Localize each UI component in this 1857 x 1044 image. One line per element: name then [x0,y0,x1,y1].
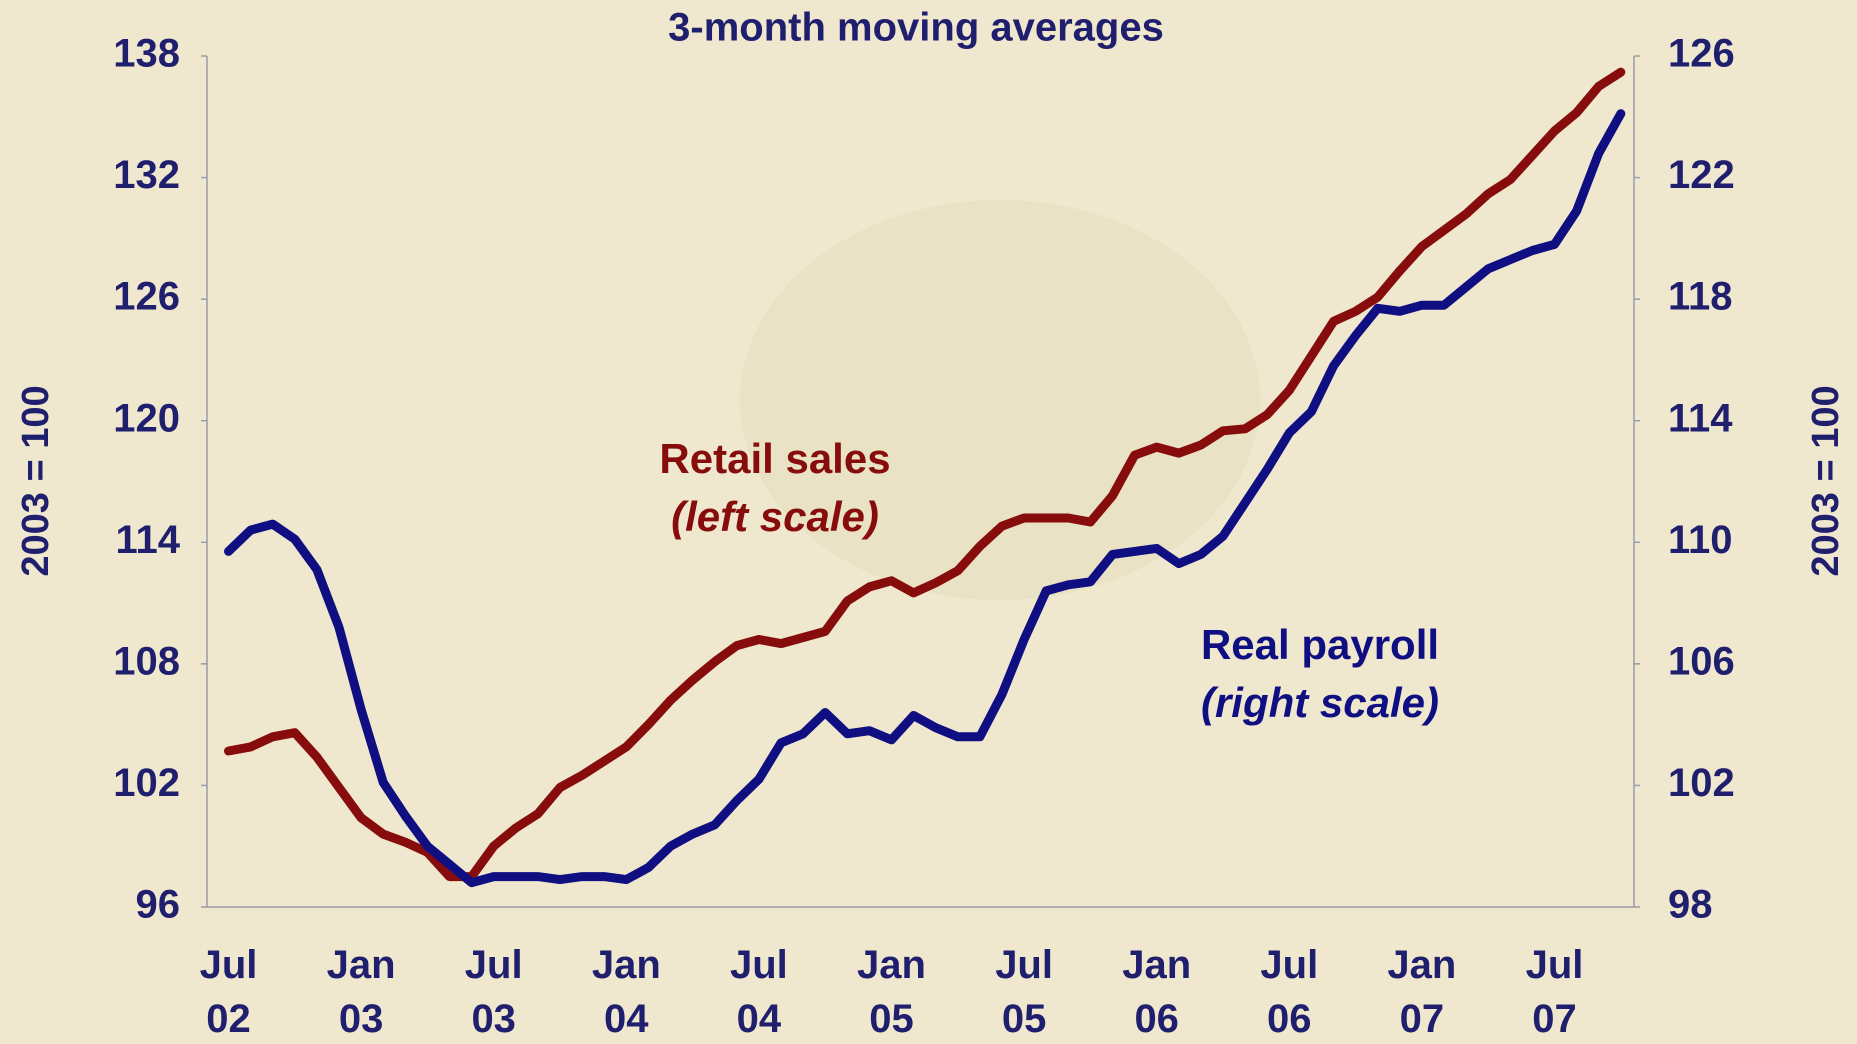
y-tick-label: 114 [115,518,180,562]
y-tick-label: 108 [113,639,180,683]
series-annotation: Retail sales [659,435,890,482]
series-annotation: (right scale) [1201,679,1439,726]
y-tick-label: 96 [136,883,181,927]
x-tick-label: Jul 02 [184,938,274,1044]
x-tick-label: Jan 03 [316,938,406,1044]
x-tick-label: Jul 06 [1244,938,1334,1044]
y-tick-label: 126 [113,275,180,319]
y2-tick-label: 110 [1668,518,1733,562]
y2-tick-label: 122 [1668,153,1735,197]
series-annotation: Real payroll [1201,621,1439,668]
x-tick-label: Jan 04 [581,938,671,1044]
y2-tick-label: 102 [1668,761,1735,805]
x-tick-label: Jan 05 [847,938,937,1044]
chart-title: 3-month moving averages [668,6,1164,50]
x-tick-label: Jan 06 [1112,938,1202,1044]
x-tick-label: Jul 03 [449,938,539,1044]
y-tick-label: 102 [113,761,180,805]
x-tick-label: Jul 05 [979,938,1069,1044]
x-tick-label: Jul 04 [714,938,804,1044]
y2-tick-label: 126 [1668,32,1735,76]
y2-tick-label: 106 [1668,639,1735,683]
x-tick-label: Jan 07 [1377,938,1467,1044]
chart-page: 3-month moving averages 2003 = 100 2003 … [0,0,1857,1044]
y2-tick-label: 118 [1668,275,1733,319]
y2-axis-label: 2003 = 100 [1805,385,1847,576]
y2-tick-label: 114 [1668,396,1733,440]
y-tick-label: 120 [113,396,180,440]
series-annotation: (left scale) [671,493,879,540]
chart: 3-month moving averages 2003 = 100 2003 … [0,0,1857,1044]
x-tick-label: Jul 07 [1510,938,1600,1044]
y-axis-label: 2003 = 100 [15,385,57,576]
y-tick-label: 132 [113,153,180,197]
y-tick-label: 138 [113,32,180,76]
y2-tick-label: 98 [1668,883,1713,927]
